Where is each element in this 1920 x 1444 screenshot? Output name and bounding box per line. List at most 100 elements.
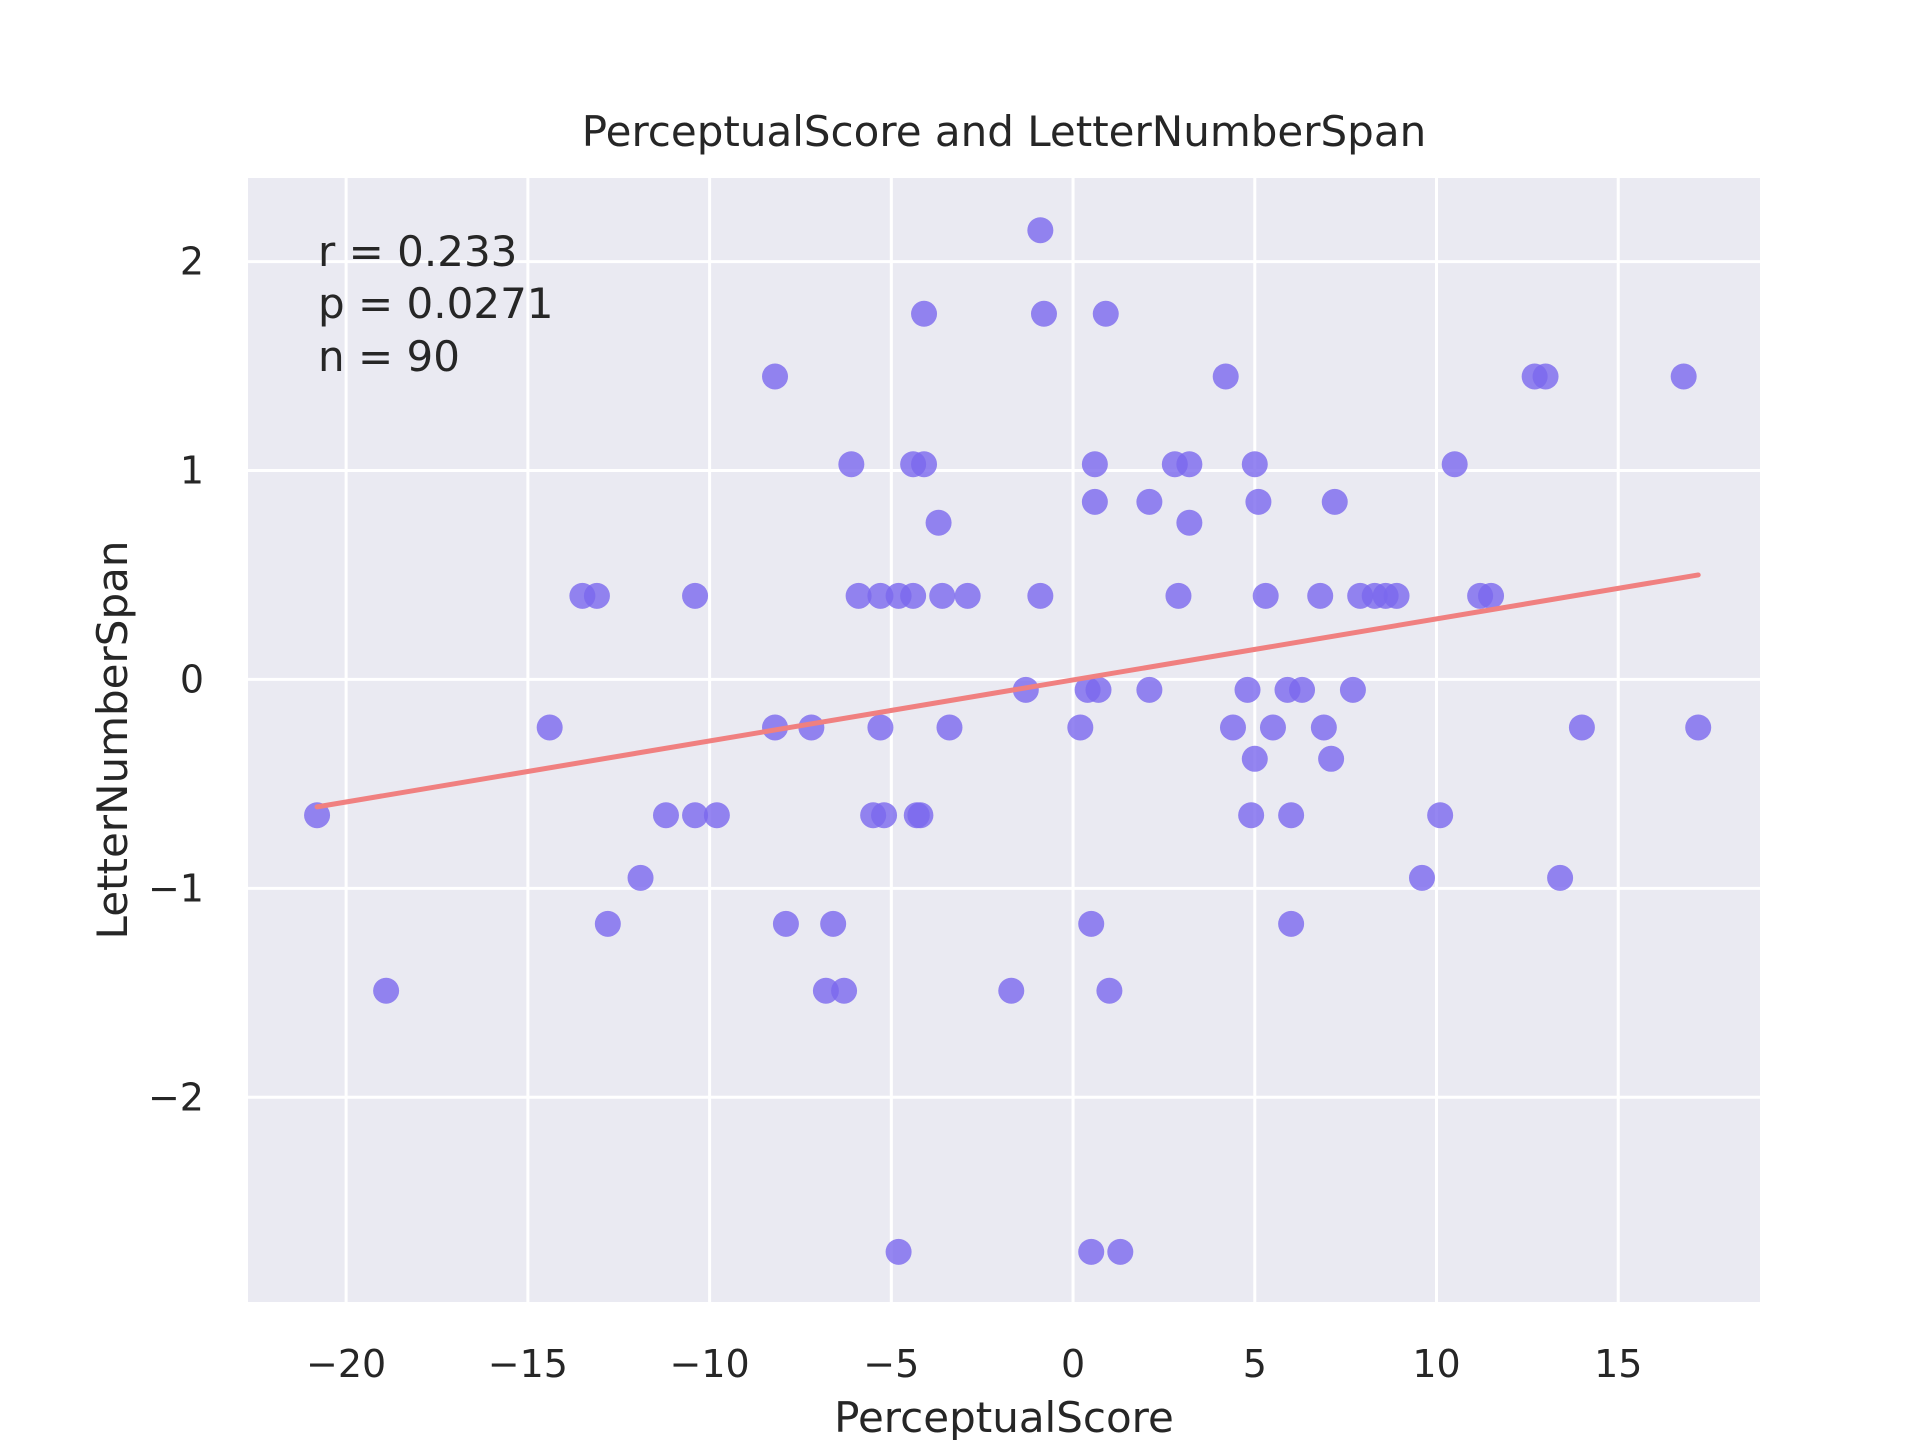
data-point xyxy=(682,802,709,829)
data-point xyxy=(907,802,934,829)
data-point xyxy=(1212,363,1239,390)
data-point xyxy=(1219,714,1246,741)
data-point xyxy=(1081,451,1108,478)
data-point xyxy=(1176,451,1203,478)
data-point xyxy=(1408,864,1435,891)
data-point xyxy=(1259,714,1286,741)
data-point xyxy=(1081,488,1108,515)
data-point xyxy=(820,910,847,937)
data-point xyxy=(304,802,331,829)
data-point xyxy=(1289,676,1316,703)
data-point xyxy=(845,582,872,609)
y-tick-label: 1 xyxy=(180,448,204,492)
data-point xyxy=(1252,582,1279,609)
data-point xyxy=(1547,864,1574,891)
data-point xyxy=(1278,910,1305,937)
x-tick-label: 10 xyxy=(1412,1342,1460,1386)
data-point xyxy=(1241,745,1268,772)
y-tick-label: 2 xyxy=(180,240,204,284)
data-point xyxy=(1318,745,1345,772)
data-point xyxy=(536,714,563,741)
data-point xyxy=(1078,910,1105,937)
data-point xyxy=(1427,802,1454,829)
data-point xyxy=(703,802,730,829)
data-point xyxy=(1241,451,1268,478)
data-point xyxy=(1067,714,1094,741)
data-point xyxy=(929,582,956,609)
data-point xyxy=(1339,676,1366,703)
x-tick-label: 15 xyxy=(1594,1342,1642,1386)
data-point xyxy=(867,582,894,609)
data-points xyxy=(304,217,1712,1265)
data-point xyxy=(925,509,952,536)
data-point xyxy=(594,910,621,937)
data-point xyxy=(1165,582,1192,609)
data-point xyxy=(1136,676,1163,703)
y-tick-label: −1 xyxy=(148,866,204,910)
chart-title: PerceptualScore and LetterNumberSpan xyxy=(582,107,1426,156)
data-point xyxy=(1027,582,1054,609)
data-point xyxy=(1383,582,1410,609)
data-point xyxy=(583,582,610,609)
x-tick-label: 5 xyxy=(1243,1342,1267,1386)
x-axis-ticks: −20 −15 −10 −5 0 5 10 15 xyxy=(306,1342,1642,1386)
data-point xyxy=(1307,582,1334,609)
y-axis-label: LetterNumberSpan xyxy=(88,541,137,940)
data-point xyxy=(1092,300,1119,327)
data-point xyxy=(1136,488,1163,515)
x-axis-label: PerceptualScore xyxy=(834,1393,1174,1440)
data-point xyxy=(762,363,789,390)
x-tick-label: −20 xyxy=(306,1342,386,1386)
data-point xyxy=(373,977,400,1004)
data-point xyxy=(911,451,938,478)
data-point xyxy=(867,714,894,741)
x-tick-label: −5 xyxy=(863,1342,919,1386)
regression-line xyxy=(314,572,1701,810)
stat-p-text: p = 0.0271 xyxy=(318,279,554,328)
data-point xyxy=(885,1238,912,1265)
data-point xyxy=(1238,802,1265,829)
data-point xyxy=(1107,1238,1134,1265)
data-point xyxy=(1568,714,1595,741)
data-point xyxy=(1441,451,1468,478)
plot-area xyxy=(248,178,1760,1302)
data-point xyxy=(1078,1238,1105,1265)
data-point xyxy=(682,582,709,609)
data-point xyxy=(1670,363,1697,390)
data-point xyxy=(1532,363,1559,390)
data-point xyxy=(1245,488,1272,515)
data-point xyxy=(1278,802,1305,829)
x-tick-label: −10 xyxy=(669,1342,749,1386)
data-point xyxy=(627,864,654,891)
data-point xyxy=(772,910,799,937)
x-tick-label: −15 xyxy=(488,1342,568,1386)
data-point xyxy=(936,714,963,741)
data-point xyxy=(871,802,898,829)
data-point xyxy=(1234,676,1261,703)
stat-n-text: n = 90 xyxy=(318,332,460,381)
y-tick-label: −2 xyxy=(148,1075,204,1119)
stat-r-text: r = 0.233 xyxy=(318,227,517,276)
data-point xyxy=(831,977,858,1004)
data-point xyxy=(1176,509,1203,536)
grid-lines xyxy=(248,178,1760,1302)
data-point xyxy=(812,977,839,1004)
data-point xyxy=(1321,488,1348,515)
data-point xyxy=(1310,714,1337,741)
data-point xyxy=(1030,300,1057,327)
data-point xyxy=(911,300,938,327)
data-point xyxy=(1085,676,1112,703)
data-point xyxy=(1096,977,1123,1004)
data-point xyxy=(1685,714,1712,741)
data-point xyxy=(998,977,1025,1004)
y-tick-label: 0 xyxy=(180,657,204,701)
data-point xyxy=(954,582,981,609)
data-point xyxy=(1478,582,1505,609)
y-axis-ticks: −2 −1 0 1 2 xyxy=(148,240,204,1120)
data-point xyxy=(838,451,865,478)
data-point xyxy=(1027,217,1054,244)
data-point xyxy=(900,582,927,609)
x-tick-label: 0 xyxy=(1061,1342,1085,1386)
